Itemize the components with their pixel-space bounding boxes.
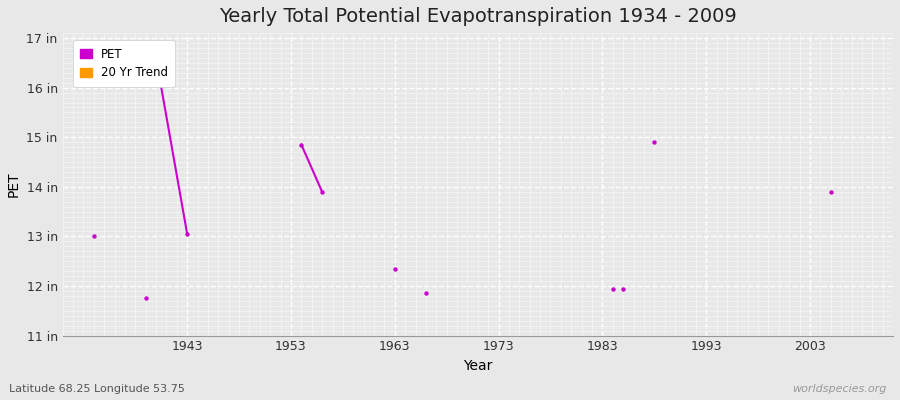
Point <box>388 266 402 272</box>
Point <box>180 231 194 237</box>
Title: Yearly Total Potential Evapotranspiration 1934 - 2009: Yearly Total Potential Evapotranspiratio… <box>219 7 737 26</box>
X-axis label: Year: Year <box>464 359 492 373</box>
Y-axis label: PET: PET <box>7 172 21 197</box>
Text: worldspecies.org: worldspecies.org <box>792 384 886 394</box>
Point <box>294 142 309 148</box>
Point <box>616 285 630 292</box>
Point <box>148 55 163 61</box>
Point <box>606 285 620 292</box>
Text: Latitude 68.25 Longitude 53.75: Latitude 68.25 Longitude 53.75 <box>9 384 184 394</box>
Point <box>418 290 433 297</box>
Point <box>139 295 153 302</box>
Point <box>824 188 838 195</box>
Legend: PET, 20 Yr Trend: PET, 20 Yr Trend <box>73 40 176 86</box>
Point <box>315 188 329 195</box>
Point <box>647 139 662 145</box>
Point <box>86 233 101 240</box>
